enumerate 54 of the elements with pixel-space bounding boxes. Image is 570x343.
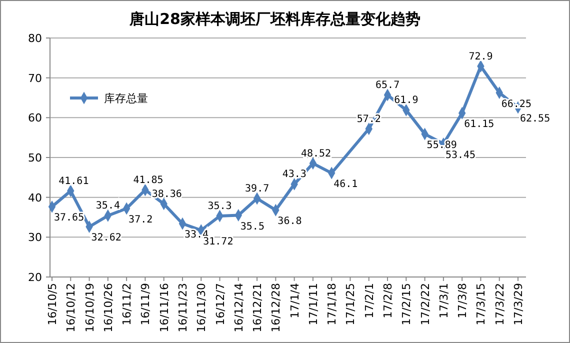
data-label: 31.72 bbox=[203, 236, 234, 248]
x-tick-label: 17/3/22 bbox=[493, 283, 506, 326]
y-tick-label: 60 bbox=[28, 112, 42, 125]
data-label: 62.55 bbox=[520, 114, 550, 125]
x-tick-label: 17/2/1 bbox=[362, 283, 376, 318]
x-tick-label: 17/3/8 bbox=[456, 283, 470, 318]
data-label: 61.15 bbox=[464, 119, 494, 130]
data-label: 41.61 bbox=[58, 176, 89, 187]
data-label: 65.7 bbox=[376, 80, 400, 91]
data-label: 41.85 bbox=[133, 174, 164, 186]
data-label: 39.7 bbox=[245, 184, 270, 195]
data-label: 38.36 bbox=[152, 188, 182, 200]
data-label: 35.3 bbox=[208, 201, 232, 212]
data-label: 32.62 bbox=[91, 232, 122, 244]
chart-title: 唐山28家样本调坯厂坯料库存总量变化趋势 bbox=[128, 10, 420, 28]
x-tick-label: 16/12/21 bbox=[251, 283, 264, 332]
data-label: 35.4 bbox=[96, 200, 120, 212]
x-tick-label: 17/2/22 bbox=[418, 283, 432, 326]
x-tick-label: 17/2/8 bbox=[382, 283, 395, 318]
legend-label: 库存总量 bbox=[104, 92, 148, 105]
y-tick-label: 70 bbox=[28, 72, 42, 85]
y-tick-label: 30 bbox=[28, 231, 42, 244]
y-tick-label: 40 bbox=[28, 191, 42, 204]
data-label: 48.52 bbox=[300, 148, 332, 160]
x-tick-label: 16/10/26 bbox=[102, 283, 115, 332]
data-label: 36.8 bbox=[278, 216, 302, 228]
x-tick-label: 16/12/28 bbox=[270, 283, 283, 332]
y-tick-label: 20 bbox=[28, 271, 42, 284]
x-tick-label: 16/11/23 bbox=[176, 283, 190, 332]
x-tick-label: 16/11/2 bbox=[120, 283, 134, 326]
x-tick-label: 16/10/5 bbox=[46, 283, 59, 326]
x-tick-label: 16/12/7 bbox=[214, 283, 227, 326]
x-tick-label: 17/1/18 bbox=[326, 283, 339, 326]
x-tick-label: 16/11/9 bbox=[139, 283, 152, 326]
x-tick-label: 17/1/11 bbox=[306, 283, 320, 326]
x-tick-label: 17/3/29 bbox=[512, 283, 525, 326]
data-label: 72.9 bbox=[468, 51, 493, 62]
x-tick-label: 16/11/30 bbox=[195, 283, 208, 332]
data-label: 37.2 bbox=[128, 214, 153, 226]
y-tick-label: 80 bbox=[28, 32, 42, 45]
x-tick-label: 16/10/19 bbox=[83, 283, 96, 332]
x-tick-label: 17/1/4 bbox=[288, 283, 302, 318]
x-tick-label: 17/1/25 bbox=[344, 283, 358, 326]
data-label: 35.5 bbox=[240, 221, 264, 232]
data-label: 37.65 bbox=[54, 212, 84, 224]
data-label: 53.45 bbox=[445, 150, 476, 161]
x-tick-label: 17/3/1 bbox=[437, 283, 450, 318]
x-tick-label: 17/3/15 bbox=[474, 283, 488, 326]
y-tick-label: 50 bbox=[28, 152, 42, 164]
data-label: 46.1 bbox=[334, 179, 358, 190]
x-tick-label: 17/2/15 bbox=[400, 283, 414, 326]
x-tick-label: 16/10/12 bbox=[64, 283, 78, 332]
x-tick-label: 16/11/16 bbox=[158, 283, 171, 332]
x-tick-label: 16/12/14 bbox=[232, 283, 246, 332]
